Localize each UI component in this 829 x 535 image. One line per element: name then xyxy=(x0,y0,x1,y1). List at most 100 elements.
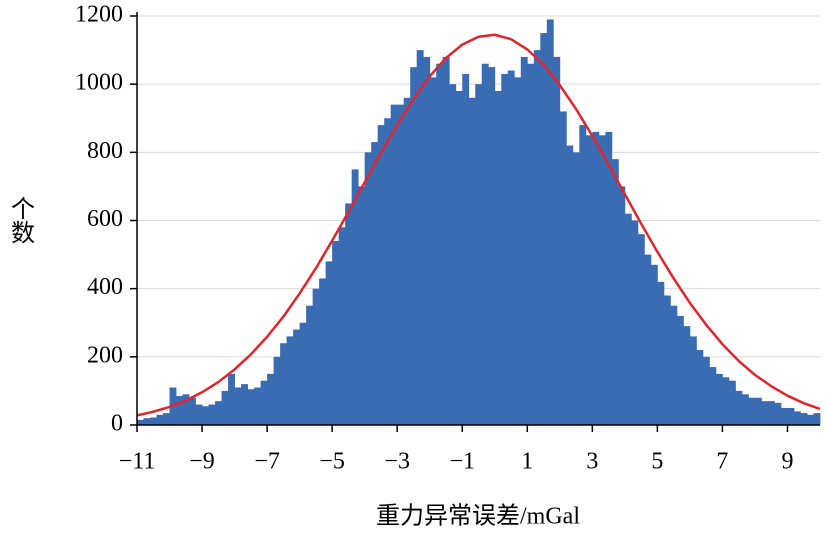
bar xyxy=(156,414,164,425)
bar xyxy=(182,394,190,425)
y-tick-label: 200 xyxy=(87,342,123,368)
bar xyxy=(657,281,665,425)
bar xyxy=(494,90,502,425)
bar xyxy=(462,73,470,426)
bar xyxy=(384,118,392,425)
bar xyxy=(793,411,801,425)
bar xyxy=(312,288,320,425)
bar xyxy=(514,77,522,425)
bar xyxy=(143,418,151,425)
bar xyxy=(241,384,248,425)
bar xyxy=(397,104,405,425)
bar xyxy=(377,125,385,426)
bar xyxy=(702,356,710,425)
bar xyxy=(338,227,346,425)
y-tick-label: 600 xyxy=(87,206,123,232)
bar xyxy=(345,203,353,425)
bar xyxy=(631,220,639,425)
bar xyxy=(306,305,314,425)
x-tick-label: 1 xyxy=(521,449,533,475)
bar xyxy=(754,397,762,425)
bar xyxy=(449,84,457,426)
bar xyxy=(774,402,782,425)
bar xyxy=(208,404,216,425)
bar xyxy=(780,407,788,425)
bar xyxy=(546,19,554,426)
bar xyxy=(761,401,769,425)
bar xyxy=(605,131,613,425)
bar xyxy=(683,326,691,425)
bar xyxy=(520,56,528,426)
bar xyxy=(715,373,723,425)
bar xyxy=(800,413,808,425)
x-tick-label: −11 xyxy=(119,449,156,475)
bar xyxy=(527,63,535,425)
y-tick-label: 1200 xyxy=(75,2,123,28)
bar xyxy=(358,186,366,425)
bar xyxy=(332,240,340,425)
bar xyxy=(416,50,424,425)
bar xyxy=(423,56,431,426)
bar xyxy=(429,77,437,425)
bar xyxy=(735,390,743,425)
bar xyxy=(566,145,574,425)
y-axis-label: 个数 xyxy=(6,196,34,244)
bar xyxy=(455,90,463,425)
bar xyxy=(364,152,372,426)
x-tick-label: 3 xyxy=(586,449,598,475)
bar xyxy=(254,387,261,425)
bar xyxy=(650,264,658,425)
bar xyxy=(260,380,268,425)
bar xyxy=(507,70,515,426)
bar xyxy=(202,406,209,425)
bar xyxy=(741,394,749,425)
bar xyxy=(234,387,242,425)
bar xyxy=(325,261,333,425)
x-tick-label: −5 xyxy=(319,449,345,475)
bar xyxy=(644,254,652,425)
bar xyxy=(351,169,359,425)
bar xyxy=(501,73,509,426)
bar xyxy=(280,343,288,425)
bar xyxy=(221,390,229,425)
bar xyxy=(767,401,775,425)
x-tick-label: 9 xyxy=(781,449,793,475)
bar xyxy=(189,397,196,425)
x-tick-label: −3 xyxy=(384,449,410,475)
bar xyxy=(436,63,444,425)
bar xyxy=(371,142,379,425)
bar xyxy=(611,159,619,425)
bar xyxy=(293,329,301,425)
fit-curve xyxy=(136,33,821,417)
bar xyxy=(728,380,736,425)
bar xyxy=(787,407,795,425)
bar xyxy=(553,56,561,426)
bar xyxy=(637,234,645,425)
y-tick-label: 800 xyxy=(87,138,123,164)
x-tick-label: −9 xyxy=(189,449,215,475)
y-tick-label: 0 xyxy=(111,411,123,437)
bar xyxy=(228,373,235,425)
bar xyxy=(442,56,450,426)
bar xyxy=(598,135,606,425)
bar xyxy=(540,33,548,426)
bar xyxy=(150,417,157,425)
bar xyxy=(579,125,587,426)
bar xyxy=(676,315,684,425)
bar xyxy=(533,50,541,425)
bar xyxy=(403,97,411,426)
bar xyxy=(559,111,567,425)
bar xyxy=(273,356,281,425)
bar xyxy=(709,367,717,425)
bar xyxy=(299,322,307,425)
bar xyxy=(267,373,274,425)
bar xyxy=(137,419,144,425)
bar xyxy=(696,350,704,425)
y-tick-label: 400 xyxy=(87,274,123,300)
x-tick-label: −1 xyxy=(449,449,475,475)
bar xyxy=(670,305,678,425)
bar xyxy=(319,278,327,425)
bar xyxy=(410,67,418,425)
bar xyxy=(475,84,483,426)
x-tick-label: 7 xyxy=(716,449,728,475)
